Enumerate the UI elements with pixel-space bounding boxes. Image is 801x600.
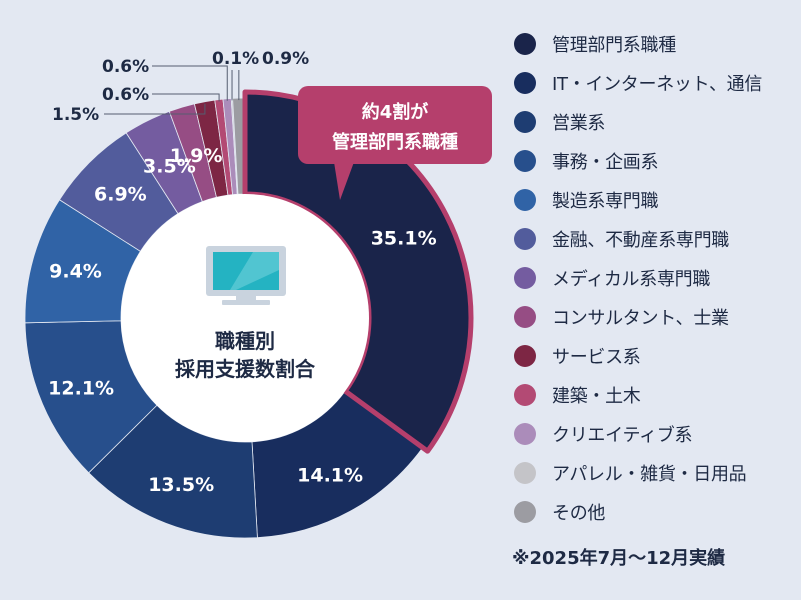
- legend-swatch: [514, 266, 536, 289]
- legend-swatch: [514, 188, 536, 211]
- legend-swatch: [514, 344, 536, 367]
- callout-bubble: 約4割が 管理部門系職種: [298, 86, 492, 200]
- legend-label: アパレル・雑貨・日用品: [552, 463, 747, 485]
- callout-line-1: 約4割が: [362, 101, 429, 123]
- legend-label: 金融、不動産系専門職: [552, 229, 729, 251]
- legend-item-12: アパレル・雑貨・日用品: [514, 453, 794, 492]
- slice-label-6: 6.9%: [94, 184, 147, 206]
- slice-label-4: 12.1%: [48, 378, 114, 400]
- outside-label-13: 0.9%: [262, 49, 309, 69]
- legend-item-5: 製造系専門職: [514, 180, 794, 219]
- legend-label: 管理部門系職種: [552, 34, 676, 56]
- legend-item-13: その他: [514, 492, 794, 531]
- legend-item-11: クリエイティブ系: [514, 414, 794, 453]
- leader-line-10: [152, 93, 220, 102]
- center-badge: 職種別 採用支援数割合: [121, 194, 369, 442]
- legend-item-8: コンサルタント、士業: [514, 297, 794, 336]
- callout-line-2: 管理部門系職種: [332, 131, 458, 153]
- legend-swatch: [514, 305, 536, 328]
- legend-swatch: [514, 71, 536, 94]
- slice-label-1: 35.1%: [371, 227, 437, 249]
- callout-box: [298, 86, 492, 164]
- legend-item-3: 営業系: [514, 102, 794, 141]
- legend-item-7: メディカル系専門職: [514, 258, 794, 297]
- slice-label-3: 13.5%: [148, 474, 214, 496]
- slice-label-5: 9.4%: [49, 261, 102, 283]
- legend-swatch: [514, 422, 536, 445]
- center-title-line-2: 採用支援数割合: [175, 357, 316, 381]
- legend-label: 事務・企画系: [552, 151, 659, 173]
- legend-item-4: 事務・企画系: [514, 141, 794, 180]
- monitor-icon: [206, 246, 286, 305]
- legend-swatch: [514, 500, 536, 523]
- legend-swatch: [514, 227, 536, 250]
- legend-item-10: 建築・土木: [514, 375, 794, 414]
- legend-swatch: [514, 149, 536, 172]
- leader-line-11: [152, 65, 228, 101]
- slice-label-7: 3.5%: [143, 156, 196, 178]
- legend-label: 営業系: [552, 112, 606, 134]
- chart-legend: 管理部門系職種 IT・インターネット、通信 営業系事務・企画系 製造系専門職金融、不動…: [514, 24, 794, 531]
- legend-label: IT・インターネット、通信: [552, 73, 763, 95]
- legend-item-9: サービス系: [514, 336, 794, 375]
- legend-label: メディカル系専門職: [552, 268, 711, 290]
- outside-label-10: 0.6%: [102, 85, 149, 105]
- outside-label-11: 0.6%: [102, 57, 149, 77]
- outside-label-9: 1.5%: [52, 105, 99, 125]
- slice-label-2: 14.1%: [297, 464, 363, 486]
- legend-label: クリエイティブ系: [552, 424, 693, 446]
- legend-swatch: [514, 383, 536, 406]
- leader-line-9: [104, 103, 206, 115]
- legend-label: サービス系: [552, 346, 641, 368]
- legend-item-1: 管理部門系職種: [514, 24, 794, 63]
- slice-label-8: 1.9%: [170, 145, 223, 167]
- legend-item-6: 金融、不動産系専門職: [514, 219, 794, 258]
- center-circle: [121, 194, 369, 442]
- center-title-line-1: 職種別: [215, 329, 275, 353]
- legend-swatch: [514, 110, 536, 133]
- legend-label: コンサルタント、士業: [552, 307, 729, 329]
- legend-swatch: [514, 32, 536, 55]
- footnote: ※2025年7月〜12月実績: [512, 548, 726, 569]
- legend-label: 建築・土木: [552, 385, 641, 407]
- outside-label-12: 0.1%: [212, 49, 259, 69]
- legend-label: その他: [552, 502, 606, 524]
- legend-swatch: [514, 461, 536, 484]
- callout-pointer: [334, 162, 354, 200]
- legend-label: 製造系専門職: [552, 190, 659, 212]
- legend-item-2: IT・インターネット、通信: [514, 63, 794, 102]
